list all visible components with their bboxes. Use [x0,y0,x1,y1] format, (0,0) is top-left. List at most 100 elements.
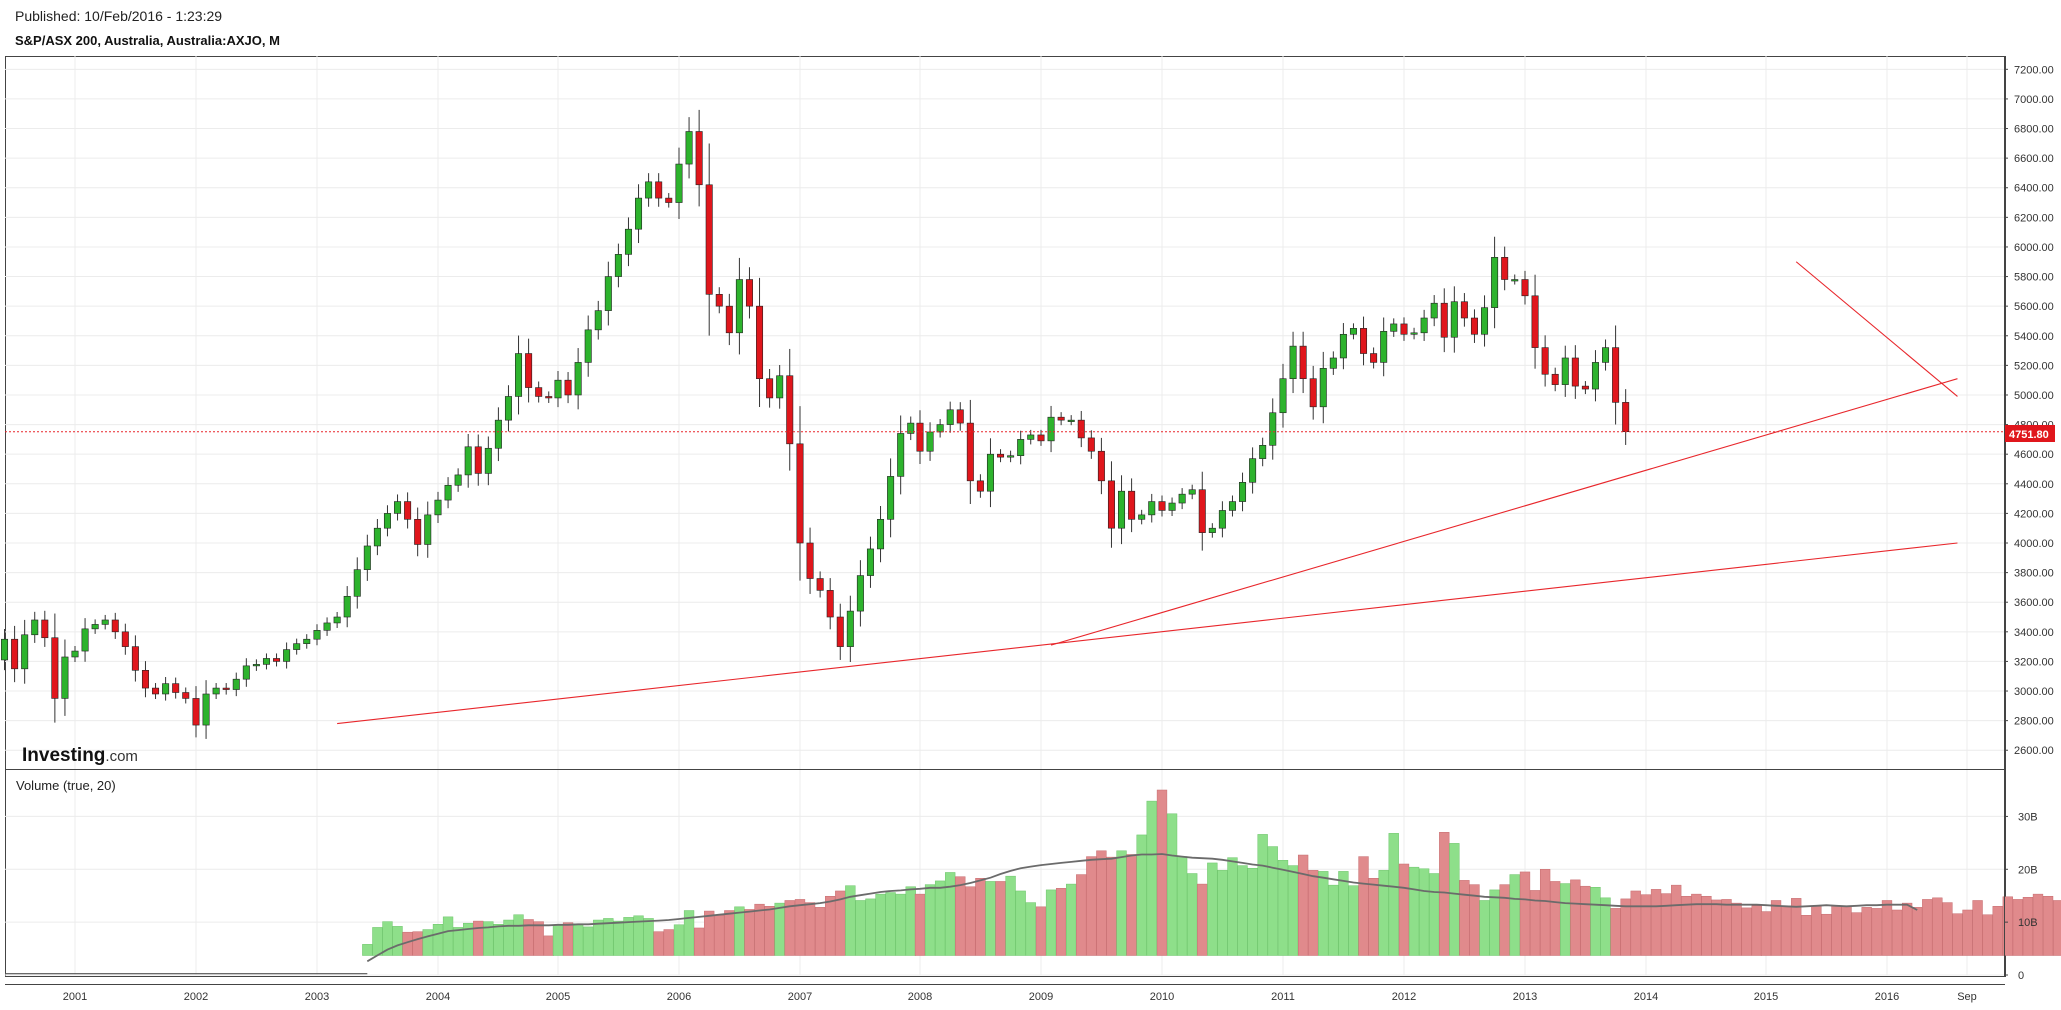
volume-bar-down [1821,913,1832,956]
x-tick-label: 2001 [63,991,87,1003]
candle-up [614,254,622,277]
volume-bar-down [1701,895,1712,956]
candle-down [414,519,422,545]
candle-down [564,379,572,396]
candle-down [1470,317,1478,335]
candle-up [1188,489,1196,495]
volume-bar-up [1287,865,1299,956]
candle-up [877,519,885,550]
candle-up [735,279,743,334]
y-tick-label: 4000.00 [2014,538,2054,550]
volume-bar-down [1952,913,1963,956]
candle-down [1309,378,1317,408]
candle-up [1027,434,1035,440]
volume-bar-up [1247,867,1258,956]
candle-up [1339,333,1347,359]
logo-brand: Investing [22,745,105,766]
volume-bar-up [1217,870,1228,956]
candle-down [806,542,814,579]
candle-down [705,184,713,295]
candle-down [836,616,844,647]
volume-bar-down [2042,895,2054,956]
candle-up [1561,357,1569,385]
volume-bar-up [845,885,856,956]
candle-up [91,624,99,630]
volume-bar-up [734,906,745,956]
volume-bar-down [1791,898,1802,956]
volume-bar-down [1671,884,1682,956]
y-tick-label: 7200.00 [2014,64,2054,76]
volume-bar-down [1499,884,1510,956]
candle-up [1390,323,1398,332]
volume-pane-title: Volume (true, 20) [16,778,116,793]
volume-bar-down [1962,909,1973,956]
volume-bar-up [1560,883,1571,956]
volume-bar-down [1691,893,1702,956]
candle-down [976,480,984,492]
candle-up [584,329,592,363]
volume-bar-up [895,893,906,956]
volume-tick-label: 0 [2018,970,2024,982]
volume-bar-down [704,910,715,956]
volume-tick-label: 10B [2018,917,2038,929]
volume-bar-up [1277,860,1289,956]
candle-up [1259,445,1267,459]
volume-bar-down [1297,854,1309,956]
volume-bar-up [934,880,946,956]
symbol-title: S&P/ASX 200, Australia, Australia:AXJO, … [15,33,280,48]
volume-bar-up [422,929,433,956]
candle-up [293,643,301,650]
volume-bar-down [1620,898,1631,956]
candle-down [1128,490,1136,520]
candle-up [946,409,954,425]
candle-up [31,619,39,636]
x-tick-label: 2013 [1513,991,1537,1003]
candle-up [464,446,472,476]
volume-bar-up [1449,843,1460,956]
volume-bar-up [1378,870,1389,956]
volume-bar-down [1660,893,1672,956]
volume-bar-down [1831,905,1842,956]
volume-bar-down [1197,883,1208,956]
candle-down [51,637,59,699]
volume-bar-down [995,881,1006,956]
candle-down [695,131,703,186]
volume-bar-up [1318,871,1329,956]
volume-bar-down [965,886,976,956]
volume-bar-down [784,900,795,956]
volume-bar-up [865,898,876,956]
volume-bar-up [382,921,393,956]
volume-bar-down [714,915,725,956]
time-axis: 2001 2002 2003 2004 2005 2006 2007 2008 2009 2010… [63,991,1977,1003]
candle-up [262,658,270,665]
chart-frame [5,56,2006,977]
candle-up [81,628,89,652]
candle-up [1602,347,1610,363]
candle-up [1481,307,1489,335]
volume-bar-up [503,919,514,956]
volume-bar-up [673,924,685,956]
volume-bar-down [794,899,806,956]
volume-bar-up [613,920,624,956]
volume-bar-down [804,902,816,956]
volume-bar-up [1015,890,1026,956]
candle-up [926,431,934,452]
volume-bar-down [653,931,664,956]
volume-bar-down [1901,902,1913,956]
candle-down [273,658,281,662]
volume-bar-up [452,927,464,956]
volume-bar-up [875,893,886,956]
candle-up [303,638,311,644]
candle-up [504,396,512,421]
candle-up [1047,416,1055,442]
volume-bar-up [1136,834,1147,956]
volume-bar-up [513,914,524,956]
volume-bar-down [1640,894,1652,956]
volume-bar-up [774,902,785,956]
candle-up [1410,332,1418,335]
volume-bar-down [533,921,544,956]
candle-up [61,656,69,699]
candle-up [1279,378,1287,414]
candle-up [1138,514,1146,520]
